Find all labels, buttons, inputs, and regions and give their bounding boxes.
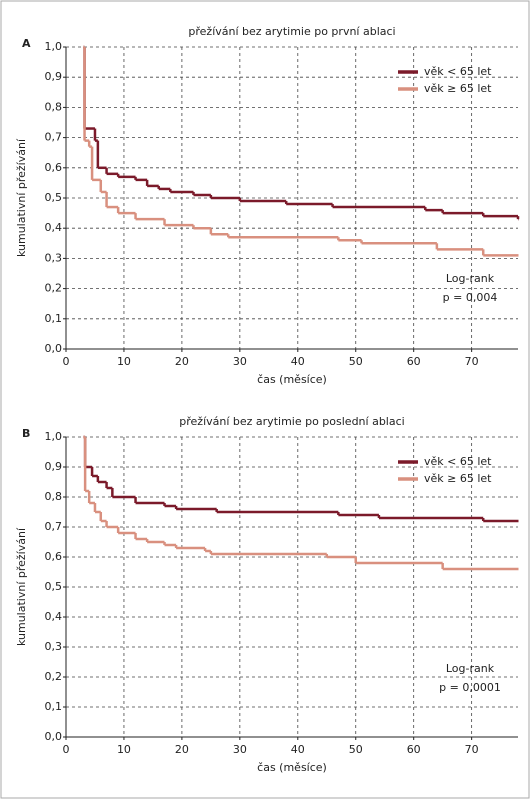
x-tick-label: 70 [465,743,479,756]
chart-title: přežívání bez arytimie po poslední ablac… [179,415,404,428]
y-axis-label: kumulativní přežívání [15,527,28,646]
y-axis-label: kumulativní přežívání [15,138,28,257]
y-tick-label: 0,3 [45,640,63,653]
y-tick-label: 0,7 [45,131,63,144]
y-tick-label: 0,6 [45,550,63,563]
y-tick-label: 0,3 [45,251,63,264]
y-tick-label: 1,0 [45,40,63,53]
y-tick-label: 0,8 [45,490,63,503]
legend-label: věk < 65 let [424,455,492,468]
y-tick-label: 0,9 [45,70,63,83]
x-tick-label: 70 [465,355,479,368]
x-tick-label: 30 [233,743,247,756]
y-tick-label: 0,9 [45,460,63,473]
y-tick-label: 0,0 [45,730,63,743]
y-tick-label: 0,7 [45,520,63,533]
annotation: p = 0,004 [443,291,498,304]
y-tick-label: 0,8 [45,100,63,113]
y-tick-label: 0,5 [45,580,63,593]
x-tick-label: 20 [175,743,189,756]
x-tick-label: 50 [349,355,363,368]
y-tick-label: 0,0 [45,342,63,355]
y-tick-label: 0,4 [45,610,63,623]
y-tick-label: 0,1 [45,700,63,713]
panel-label: B [22,427,30,440]
x-tick-label: 10 [117,355,131,368]
annotation: Log-rank [446,272,495,285]
y-tick-label: 0,6 [45,161,63,174]
annotation: p = 0,0001 [439,681,501,694]
x-tick-label: 50 [349,743,363,756]
y-tick-label: 0,4 [45,221,63,234]
x-tick-label: 20 [175,355,189,368]
x-tick-label: 0 [63,355,70,368]
y-tick-label: 0,5 [45,191,63,204]
x-axis-label: čas (měsíce) [257,373,327,386]
annotation: Log-rank [446,662,495,675]
legend-label: věk ≥ 65 let [424,82,492,95]
panel-label: A [22,37,31,50]
x-tick-label: 60 [407,743,421,756]
legend-label: věk ≥ 65 let [424,472,492,485]
y-tick-label: 1,0 [45,430,63,443]
x-tick-label: 10 [117,743,131,756]
y-tick-label: 0,2 [45,282,63,295]
legend-label: věk < 65 let [424,65,492,78]
y-tick-label: 0,2 [45,670,63,683]
x-axis-label: čas (měsíce) [257,761,327,774]
chart-title: přežívání bez arytimie po první ablaci [188,25,395,38]
x-tick-label: 40 [291,355,305,368]
x-tick-label: 40 [291,743,305,756]
y-tick-label: 0,1 [45,312,63,325]
x-tick-label: 0 [63,743,70,756]
x-tick-label: 30 [233,355,247,368]
x-tick-label: 60 [407,355,421,368]
